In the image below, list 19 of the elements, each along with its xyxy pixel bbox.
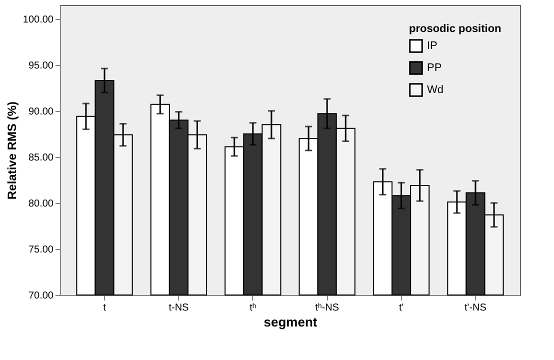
y-axis-title: Relative RMS (%) xyxy=(4,101,19,200)
y-tick-label: 80.00 xyxy=(28,198,54,210)
y-tick-label: 100.00 xyxy=(22,14,54,26)
x-tick-label: tʰ-NS xyxy=(315,302,340,314)
x-tick-label: t'-NS xyxy=(464,302,487,314)
legend-label: Wd xyxy=(427,84,444,96)
x-tick-label: t-NS xyxy=(168,302,190,314)
legend-title: prosodic position xyxy=(409,23,502,35)
y-tick-label: 75.00 xyxy=(28,244,54,256)
x-tick-label: t' xyxy=(398,302,404,314)
legend-label: PP xyxy=(427,62,442,74)
y-tick-label: 85.00 xyxy=(28,152,54,164)
y-tick-label: 70.00 xyxy=(28,290,54,302)
y-tick-label: 90.00 xyxy=(28,106,54,118)
x-axis-title: segment xyxy=(264,314,318,330)
x-tick-label: tʰ xyxy=(250,302,256,314)
x-tick-label: t xyxy=(103,302,106,314)
legend-label: IP xyxy=(427,40,438,52)
y-tick-label: 95.00 xyxy=(28,60,54,72)
